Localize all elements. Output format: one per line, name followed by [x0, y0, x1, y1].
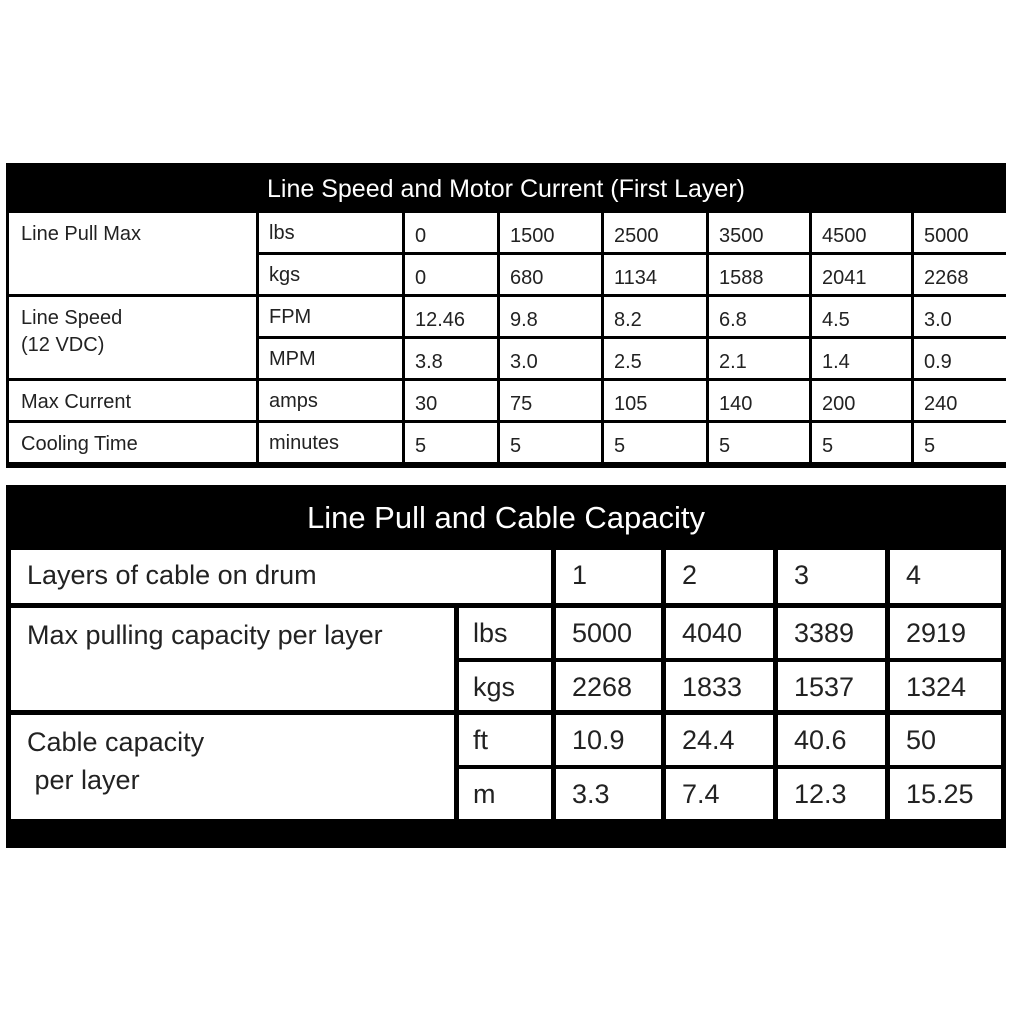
value-cell: 12.3 [778, 769, 885, 819]
row-group-label: Line Pull Max [9, 213, 256, 294]
table-title: Line Speed and Motor Current (First Laye… [267, 175, 745, 203]
value-cell: 1833 [666, 662, 773, 710]
value-cell: 3389 [778, 608, 885, 658]
layer-number-header: 1 [556, 550, 661, 603]
table-title: Line Pull and Cable Capacity [306, 500, 706, 535]
value-cell: 2268 [914, 255, 1006, 294]
value-cell: 5 [604, 423, 706, 462]
row-group-label: Max Current [9, 381, 256, 420]
value-cell: 5000 [914, 213, 1006, 252]
unit-cell: ft [459, 715, 551, 765]
unit-cell: minutes [259, 423, 402, 462]
value-cell: 50 [890, 715, 1001, 765]
value-cell: 0.9 [914, 339, 1006, 378]
value-cell: 1537 [778, 662, 885, 710]
unit-cell: MPM [259, 339, 402, 378]
row-group-label: Line Speed (12 VDC) [9, 297, 256, 378]
value-cell: 5 [709, 423, 809, 462]
layer-number-header: 3 [778, 550, 885, 603]
layers-header-label: Layers of cable on drum [11, 550, 551, 603]
row-group-label: Cooling Time [9, 423, 256, 462]
value-cell: 5 [914, 423, 1006, 462]
value-cell: 15.25 [890, 769, 1001, 819]
value-cell: 7.4 [666, 769, 773, 819]
line-speed-motor-current-table: Line Speed and Motor Current (First Laye… [6, 163, 1006, 468]
table-grid: Line Pull Max lbs 0 1500 2500 3500 4500 5000 kgs… [6, 213, 1006, 465]
unit-cell: amps [259, 381, 402, 420]
value-cell: 680 [500, 255, 601, 294]
value-cell: 5 [405, 423, 497, 462]
value-cell: 105 [604, 381, 706, 420]
value-cell: 8.2 [604, 297, 706, 336]
value-cell: 3.0 [914, 297, 1006, 336]
value-cell: 3.3 [556, 769, 661, 819]
unit-cell: kgs [459, 662, 551, 710]
layer-number-header: 4 [890, 550, 1001, 603]
value-cell: 4.5 [812, 297, 911, 336]
unit-cell: FPM [259, 297, 402, 336]
value-cell: 3500 [709, 213, 809, 252]
unit-cell: m [459, 769, 551, 819]
value-cell: 5 [500, 423, 601, 462]
value-cell: 75 [500, 381, 601, 420]
value-cell: 1500 [500, 213, 601, 252]
value-cell: 10.9 [556, 715, 661, 765]
unit-cell: kgs [259, 255, 402, 294]
value-cell: 9.8 [500, 297, 601, 336]
value-cell: 4040 [666, 608, 773, 658]
value-cell: 4500 [812, 213, 911, 252]
value-cell: 40.6 [778, 715, 885, 765]
layer-number-header: 2 [666, 550, 773, 603]
value-cell: 12.46 [405, 297, 497, 336]
value-cell: 240 [914, 381, 1006, 420]
value-cell: 2.5 [604, 339, 706, 378]
value-cell: 3.8 [405, 339, 497, 378]
value-cell: 140 [709, 381, 809, 420]
table-grid: Layers of cable on drum 1 2 3 4 Max pulling … [6, 548, 1006, 824]
row-group-label: Max pulling capacity per layer [11, 608, 454, 710]
unit-cell: lbs [259, 213, 402, 252]
value-cell: 2268 [556, 662, 661, 710]
value-cell: 2919 [890, 608, 1001, 658]
row-group-label: Cable capacity per layer [11, 715, 454, 819]
value-cell: 200 [812, 381, 911, 420]
value-cell: 1588 [709, 255, 809, 294]
unit-cell: lbs [459, 608, 551, 658]
value-cell: 1134 [604, 255, 706, 294]
value-cell: 5000 [556, 608, 661, 658]
value-cell: 2.1 [709, 339, 809, 378]
value-cell: 0 [405, 213, 497, 252]
value-cell: 3.0 [500, 339, 601, 378]
value-cell: 5 [812, 423, 911, 462]
value-cell: 0 [405, 255, 497, 294]
value-cell: 6.8 [709, 297, 809, 336]
line-pull-cable-capacity-table: Line Pull and Cable Capacity Layers of c… [6, 485, 1006, 848]
value-cell: 2041 [812, 255, 911, 294]
value-cell: 1.4 [812, 339, 911, 378]
value-cell: 30 [405, 381, 497, 420]
value-cell: 24.4 [666, 715, 773, 765]
value-cell: 1324 [890, 662, 1001, 710]
value-cell: 2500 [604, 213, 706, 252]
